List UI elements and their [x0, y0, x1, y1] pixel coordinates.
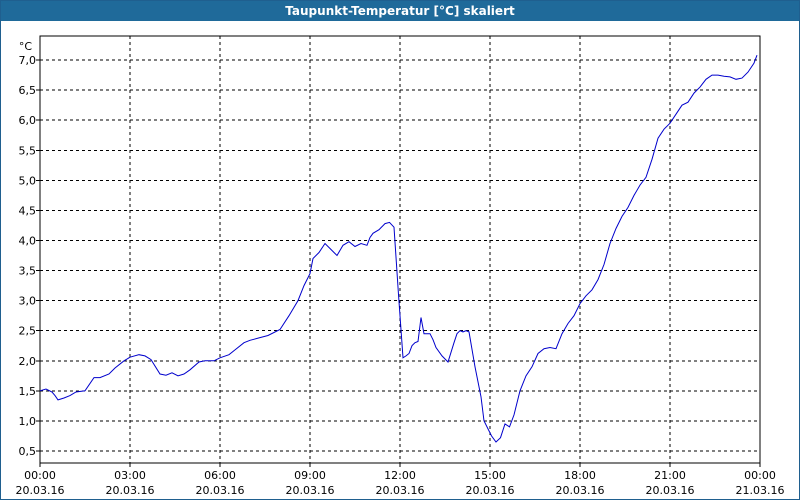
y-tick-label: 4,0	[19, 234, 37, 247]
y-tick-label: 6,5	[19, 84, 37, 97]
tick-labels: 0,5 1,0 1,5 2,0 2,5 3,0 3,5 4,0 4,5 5,0 5,5 6,0 6,5 7…	[16, 40, 785, 497]
x-tick-date-label: 20.03.16	[646, 484, 695, 497]
x-tick-date-label: 20.03.16	[376, 484, 425, 497]
y-tick-label: 4,5	[19, 204, 37, 217]
y-axis-unit-label: °C	[19, 40, 33, 53]
x-tick-date-label: 20.03.16	[16, 484, 65, 497]
y-tick-label: 1,5	[19, 385, 37, 398]
y-tick-label: 5,0	[19, 174, 37, 187]
x-tick-time-label: 03:00	[114, 469, 146, 482]
x-tick-date-label: 20.03.16	[286, 484, 335, 497]
x-tick-date-label: 20.03.16	[196, 484, 245, 497]
x-tick-date-label: 20.03.16	[106, 484, 155, 497]
x-tick-time-label: 21:00	[654, 469, 686, 482]
x-tick-time-label: 00:00	[744, 469, 776, 482]
axis-layer	[36, 35, 761, 467]
y-tick-label: 3,0	[19, 295, 37, 308]
x-tick-date-label: 20.03.16	[556, 484, 605, 497]
y-tick-label: 2,5	[19, 325, 37, 338]
x-tick-time-label: 06:00	[204, 469, 236, 482]
x-tick-time-label: 12:00	[384, 469, 416, 482]
series-layer	[39, 55, 758, 443]
y-tick-label: 5,5	[19, 144, 37, 157]
y-tick-label: 1,0	[19, 415, 37, 428]
y-tick-label: 3,5	[19, 265, 37, 278]
x-tick-date-label: 21.03.16	[736, 484, 785, 497]
x-tick-time-label: 18:00	[564, 469, 596, 482]
y-tick-label: 0,5	[19, 445, 37, 458]
y-tick-label: 2,0	[19, 355, 37, 368]
grid-layer	[40, 36, 760, 463]
x-tick-time-label: 15:00	[474, 469, 506, 482]
series-line	[39, 55, 758, 443]
chart-title: Taupunkt-Temperatur [°C] skaliert	[1, 1, 799, 21]
y-tick-label: 6,0	[19, 114, 37, 127]
x-tick-date-label: 20.03.16	[466, 484, 515, 497]
x-tick-time-label: 00:00	[24, 469, 56, 482]
plot-border	[39, 35, 761, 464]
y-tick-label: 7,0	[19, 54, 37, 67]
x-tick-time-label: 09:00	[294, 469, 326, 482]
